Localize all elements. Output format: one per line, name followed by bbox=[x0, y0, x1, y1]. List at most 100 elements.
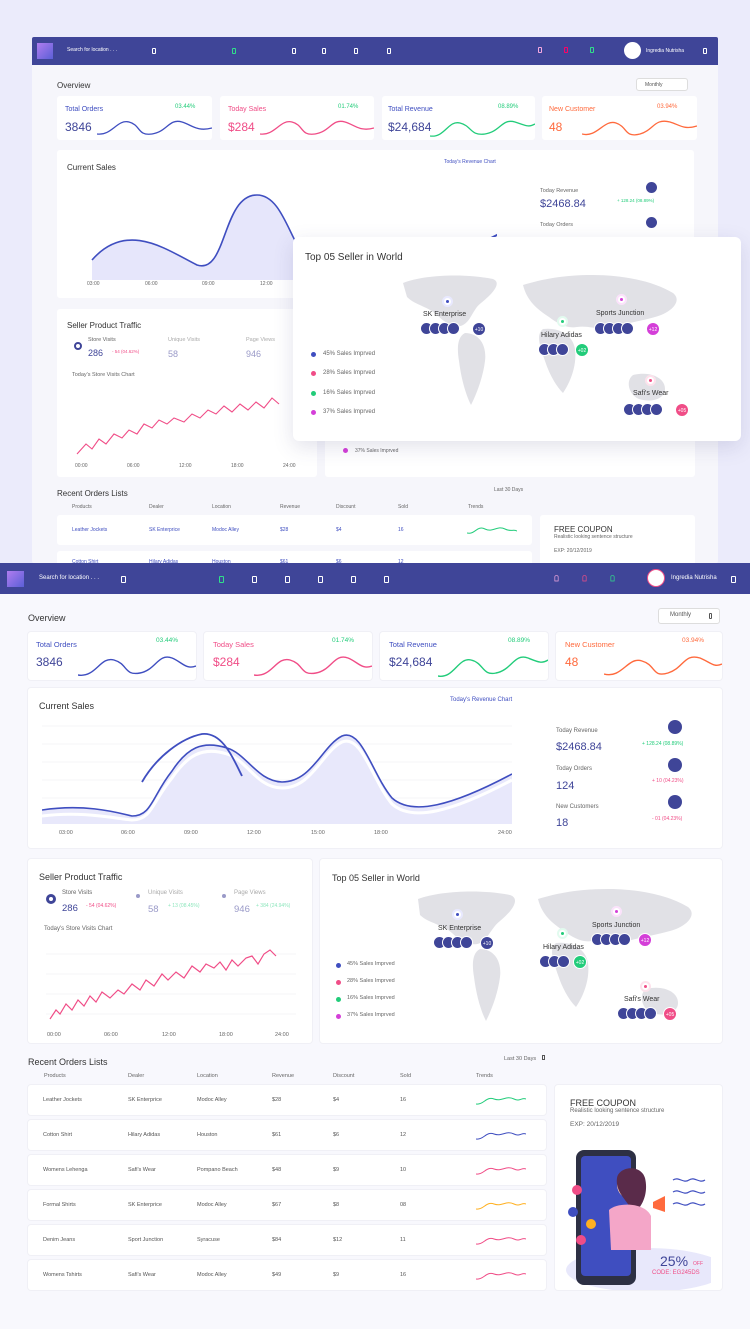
preview-metric-value: 946 bbox=[246, 349, 262, 359]
floating-pin[interactable] bbox=[559, 318, 566, 325]
menu-icon[interactable] bbox=[731, 576, 736, 583]
preview-order-row[interactable]: Cotton Shirt Hilary Adidas Houston $61 $… bbox=[57, 551, 532, 563]
cell-dealer: Safi's Wear bbox=[128, 1167, 156, 1173]
traffic-title: Seller Product Traffic bbox=[39, 872, 123, 882]
preview-sparkline bbox=[582, 120, 697, 136]
floating-legend-label: 45% Sales Imprved bbox=[323, 351, 376, 357]
nav-products-icon[interactable] bbox=[318, 576, 323, 583]
preview-stat-change: 03.44% bbox=[175, 104, 196, 110]
page-views-radio[interactable] bbox=[222, 894, 226, 898]
stat-value: $24,684 bbox=[389, 655, 433, 669]
cell-revenue: $61 bbox=[272, 1132, 282, 1138]
table-row[interactable]: Womens Lehenga Safi's Wear Pompano Beach… bbox=[28, 1155, 546, 1185]
notification-icon[interactable] bbox=[554, 574, 559, 583]
stat-total-orders[interactable]: Total Orders 03.44% 3846 bbox=[28, 632, 196, 680]
coupon-code[interactable]: CODE: EG245DS bbox=[652, 1270, 700, 1276]
cell-location: Houston bbox=[197, 1132, 218, 1138]
preview-orders-filter[interactable]: Last 30 Days bbox=[494, 487, 524, 493]
preview-order-row[interactable]: Leather Jockets SK Enterprice Modoc Alle… bbox=[57, 515, 532, 545]
preview-col: Products bbox=[72, 504, 92, 510]
floating-extra-badge: +02 bbox=[575, 343, 589, 357]
stat-today-sales[interactable]: Today Sales 01.74% $284 bbox=[204, 632, 372, 680]
preview-bell-icon[interactable] bbox=[564, 47, 568, 53]
alerts-icon[interactable] bbox=[610, 574, 615, 583]
preview-nav-icon[interactable] bbox=[387, 48, 391, 54]
search-input[interactable]: Search for location . . . bbox=[39, 575, 100, 581]
preview-bell-icon[interactable] bbox=[538, 47, 542, 53]
stat-total-revenue[interactable]: Total Revenue 08.89% $24,684 bbox=[380, 632, 548, 680]
preview-x-tick: 09:00 bbox=[202, 281, 215, 287]
revenue-icon bbox=[668, 720, 682, 734]
preview-nav-icon[interactable] bbox=[292, 48, 296, 54]
preview-menu-icon[interactable] bbox=[703, 48, 707, 54]
table-row[interactable]: Cotton Shirt Hilary Adidas Houston $61 $… bbox=[28, 1120, 546, 1150]
preview-nav-icon[interactable] bbox=[354, 48, 358, 54]
floating-pin[interactable] bbox=[618, 296, 625, 303]
floating-pin[interactable] bbox=[444, 298, 451, 305]
stat-value: $284 bbox=[213, 655, 240, 669]
coupon-card[interactable]: FREE COUPON Realistic looking sentence s… bbox=[555, 1085, 722, 1290]
table-row[interactable]: Womens Tshirts Safi's Wear Modoc Alley $… bbox=[28, 1260, 546, 1290]
nav-apps-icon[interactable] bbox=[252, 576, 257, 583]
x-tick: 12:00 bbox=[247, 830, 261, 836]
period-select[interactable]: Monthly bbox=[658, 608, 720, 624]
map-pin-sk-enterprise[interactable] bbox=[454, 911, 461, 918]
nav-reports-icon[interactable] bbox=[351, 576, 356, 583]
stat-label: New Customer bbox=[565, 640, 615, 649]
user-avatar[interactable] bbox=[647, 569, 665, 587]
preview-cell: $4 bbox=[336, 527, 342, 533]
floating-pin[interactable] bbox=[647, 377, 654, 384]
current-sales-title: Current Sales bbox=[39, 701, 95, 711]
trend-sparkline bbox=[476, 1167, 526, 1175]
nav-dashboard-icon[interactable] bbox=[219, 576, 224, 583]
map-pin-sports-junction[interactable] bbox=[613, 908, 620, 915]
metric-label: Store Visits bbox=[62, 890, 93, 896]
floating-avatar-group bbox=[594, 322, 634, 340]
orders-filter[interactable]: Last 30 Days bbox=[504, 1055, 545, 1062]
unique-visits-radio[interactable] bbox=[136, 894, 140, 898]
preview-traffic: Seller Product Traffic Store Visits 286 … bbox=[57, 309, 317, 477]
user-name[interactable]: Ingredia Nutrisha bbox=[671, 575, 717, 581]
preview-x-tick: 24:00 bbox=[283, 463, 296, 469]
floating-avatar-group bbox=[623, 403, 663, 421]
stat-label: Total Revenue bbox=[389, 640, 437, 649]
preview-metric-value: 58 bbox=[168, 349, 179, 359]
floating-avatar-group bbox=[420, 322, 460, 340]
preview-avatar[interactable] bbox=[624, 42, 641, 59]
stat-value: 3846 bbox=[36, 655, 63, 669]
preview-period-select[interactable]: Monthly bbox=[636, 78, 688, 91]
app-logo[interactable] bbox=[7, 571, 24, 587]
preview-legend-label: 37% Sales Imprved bbox=[355, 448, 399, 454]
preview-chart-title: Today's Revenue Chart bbox=[444, 159, 496, 165]
floating-legend-label: 16% Sales Imprved bbox=[323, 390, 376, 396]
preview-radio[interactable] bbox=[74, 342, 82, 350]
preview-col: Sold bbox=[398, 504, 409, 510]
cell-revenue: $49 bbox=[272, 1272, 282, 1278]
nav-settings-icon[interactable] bbox=[384, 576, 389, 583]
table-row[interactable]: Formal Shirts SK Enterprice Modoc Alley … bbox=[28, 1190, 546, 1220]
world-title: Top 05 Seller in World bbox=[332, 873, 420, 883]
nav-orders-icon[interactable] bbox=[285, 576, 290, 583]
coupon-expiry: EXP: 20/12/2019 bbox=[570, 1121, 620, 1128]
trend-sparkline bbox=[476, 1237, 526, 1245]
legend-label: 28% Sales Imprved bbox=[347, 978, 395, 984]
table-row[interactable]: Denim Jeans Sport Junction Syracuse $84 … bbox=[28, 1225, 546, 1255]
search-icon[interactable] bbox=[121, 576, 126, 583]
cell-discount: $4 bbox=[333, 1097, 340, 1103]
stat-change: 03.44% bbox=[156, 637, 179, 644]
map-pin-hilary-adidas[interactable] bbox=[559, 930, 566, 937]
trend-sparkline bbox=[476, 1132, 526, 1140]
preview-search-icon[interactable] bbox=[152, 48, 156, 54]
preview-metric-value: 286 bbox=[88, 348, 104, 358]
preview-nav-icon[interactable] bbox=[232, 48, 236, 54]
messages-icon[interactable] bbox=[582, 574, 587, 583]
preview-search[interactable]: Search for location . . . bbox=[67, 47, 118, 53]
table-row[interactable]: Leather Jockets SK Enterprice Modoc Alle… bbox=[28, 1085, 546, 1115]
stat-new-customer[interactable]: New Customer 03.94% 48 bbox=[556, 632, 722, 680]
coupon-off: OFF bbox=[693, 1261, 703, 1267]
preview-nav-icon[interactable] bbox=[322, 48, 326, 54]
store-visits-radio[interactable] bbox=[46, 894, 56, 904]
map-pin-safis-wear[interactable] bbox=[642, 983, 649, 990]
preview-bell-icon[interactable] bbox=[590, 47, 594, 53]
cell-discount: $9 bbox=[333, 1167, 340, 1173]
